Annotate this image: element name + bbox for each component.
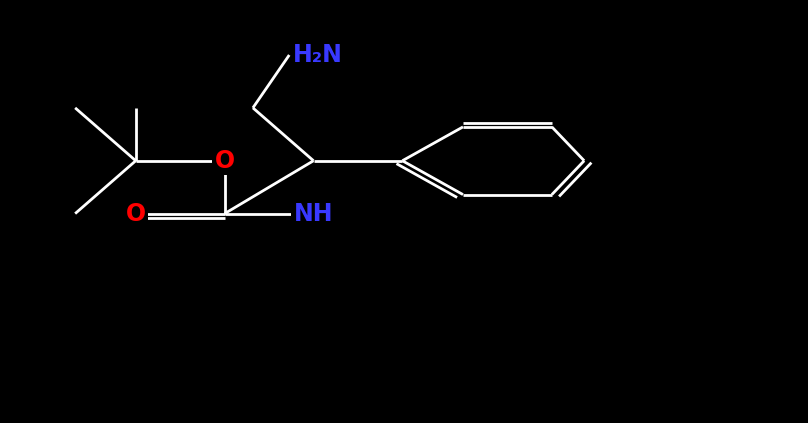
Text: O: O: [126, 202, 145, 225]
Text: NH: NH: [294, 202, 333, 225]
Text: H₂N: H₂N: [293, 43, 343, 67]
Text: O: O: [215, 149, 234, 173]
